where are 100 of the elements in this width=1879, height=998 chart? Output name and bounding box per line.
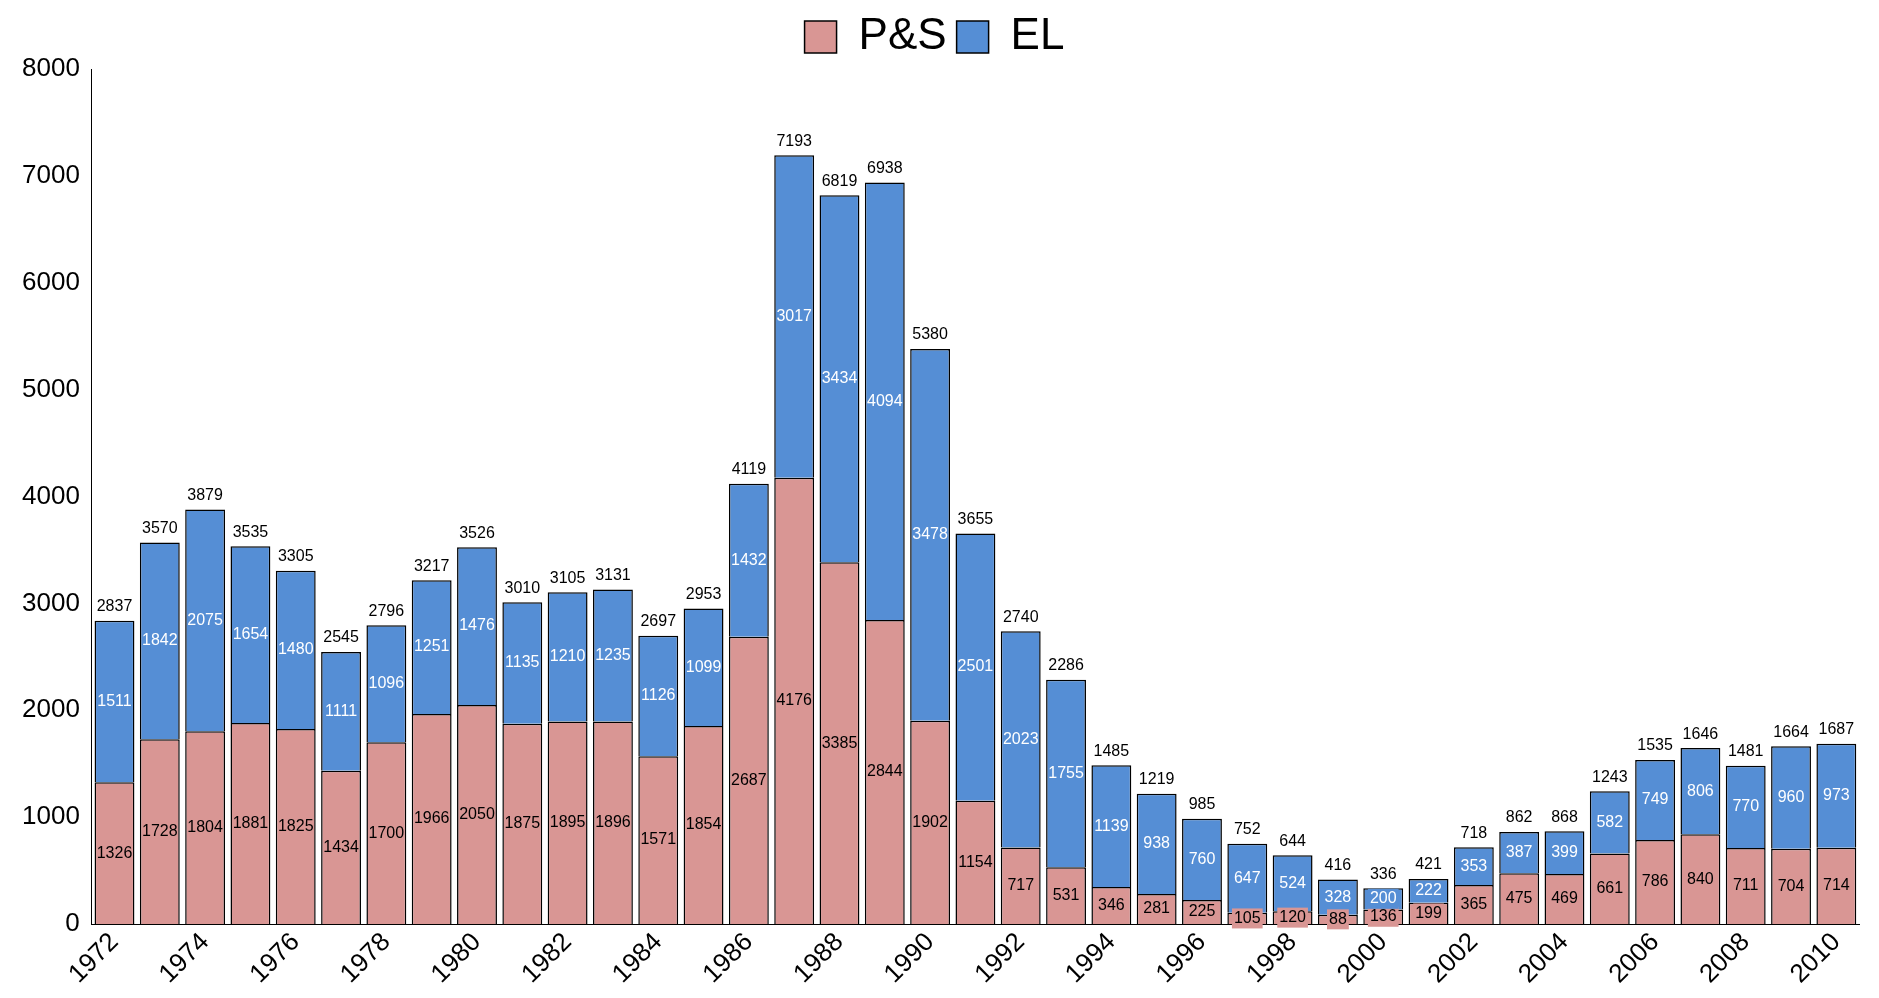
data-label: 1210: [549, 647, 586, 665]
y-tick-label: 6000: [22, 265, 80, 296]
data-label: 938: [1143, 834, 1171, 852]
data-label: 717: [1007, 876, 1035, 894]
data-label: 3434: [821, 369, 858, 387]
data-label: 200: [1369, 889, 1397, 907]
data-label: 3478: [912, 525, 949, 543]
data-label: 399: [1551, 843, 1578, 860]
total-label: 3010: [504, 578, 541, 596]
data-label: 1511: [97, 691, 132, 709]
total-label: 6938: [867, 158, 903, 176]
total-label: 718: [1460, 823, 1488, 841]
data-label: 1099: [685, 657, 722, 675]
data-label: 1111: [325, 701, 358, 719]
data-label: 1096: [368, 674, 405, 692]
data-label: 1728: [142, 822, 178, 840]
data-label: 1875: [504, 814, 541, 832]
total-label: 2837: [96, 597, 133, 615]
total-label: 7193: [776, 131, 813, 149]
data-label: 531: [1052, 886, 1080, 904]
data-label: 582: [1596, 812, 1624, 830]
legend-label: EL: [1010, 9, 1065, 59]
data-label: 960: [1777, 787, 1805, 805]
total-label: 985: [1188, 795, 1216, 813]
y-tick-label: 1000: [22, 800, 80, 831]
data-label: 353: [1460, 856, 1488, 874]
data-label: 4094: [867, 391, 903, 409]
data-label: 1432: [731, 550, 767, 568]
data-label: 1854: [685, 815, 722, 833]
data-label: 524: [1279, 873, 1307, 891]
data-label: 1654: [232, 625, 269, 643]
y-tick-label: 2000: [22, 693, 80, 724]
data-label: 1235: [595, 645, 631, 663]
data-label: 1434: [323, 837, 359, 855]
data-label: 346: [1098, 895, 1125, 913]
total-label: 6819: [821, 171, 858, 189]
y-tick-label: 7000: [22, 159, 80, 190]
data-label: 475: [1505, 889, 1533, 907]
data-label: 806: [1687, 781, 1714, 799]
total-label: 4119: [731, 460, 767, 478]
total-label: 2697: [640, 612, 677, 630]
data-label: 1895: [549, 813, 586, 831]
data-label: 1881: [232, 813, 269, 831]
data-label: 1154: [958, 852, 993, 870]
total-label: 2953: [685, 584, 722, 602]
data-label: 760: [1188, 849, 1216, 867]
data-label: 365: [1460, 894, 1488, 912]
data-label: 1902: [912, 812, 949, 830]
total-label: 3105: [549, 568, 586, 586]
data-label: 2501: [957, 657, 994, 675]
y-tick-label: 0: [65, 907, 80, 938]
y-tick-label: 3000: [22, 586, 80, 617]
data-label: 661: [1596, 879, 1624, 897]
y-tick-label: 5000: [22, 372, 80, 403]
data-label: 714: [1822, 876, 1850, 894]
data-label: 88: [1329, 909, 1347, 927]
data-label: 387: [1505, 843, 1533, 860]
data-label: 3385: [821, 733, 858, 751]
total-label: 1664: [1773, 722, 1809, 740]
data-label: 1571: [640, 830, 677, 848]
total-label: 2286: [1048, 656, 1084, 674]
data-label: 1480: [277, 640, 314, 658]
data-label: 2844: [867, 762, 903, 780]
data-label: 2075: [187, 610, 224, 628]
data-label: 1139: [1094, 816, 1129, 834]
data-label: 1700: [368, 823, 405, 841]
data-label: 1476: [459, 616, 495, 634]
data-label: 1896: [595, 813, 631, 831]
data-label: 225: [1188, 902, 1216, 920]
total-label: 3217: [413, 556, 450, 574]
total-label: 1243: [1591, 767, 1628, 785]
total-label: 752: [1233, 820, 1261, 838]
data-label: 281: [1143, 899, 1171, 917]
y-tick-label: 8000: [22, 52, 80, 83]
total-label: 2545: [323, 628, 359, 646]
data-label: 3017: [776, 306, 813, 324]
data-label: 2023: [1002, 729, 1039, 747]
total-label: 5380: [912, 325, 949, 343]
total-label: 3131: [595, 565, 631, 583]
total-label: 1219: [1138, 770, 1175, 788]
total-label: 416: [1324, 855, 1352, 873]
data-label: 1755: [1048, 763, 1084, 781]
total-label: 1687: [1818, 720, 1855, 738]
data-label: 840: [1687, 869, 1714, 887]
total-label: 336: [1369, 864, 1397, 882]
total-label: 3879: [187, 485, 224, 503]
data-label: 136: [1369, 907, 1397, 925]
data-label: 328: [1324, 887, 1352, 905]
data-label: 2050: [459, 804, 495, 822]
total-label: 3655: [957, 509, 994, 527]
total-label: 868: [1551, 807, 1578, 825]
data-label: 1135: [505, 653, 540, 671]
data-label: 1326: [96, 843, 133, 861]
data-label: 1251: [413, 637, 450, 655]
total-label: 862: [1505, 808, 1533, 826]
total-label: 1481: [1727, 742, 1764, 760]
data-label: 105: [1233, 908, 1261, 926]
data-label: 770: [1732, 797, 1760, 815]
y-tick-label: 4000: [22, 479, 80, 510]
data-label: 469: [1551, 889, 1578, 907]
